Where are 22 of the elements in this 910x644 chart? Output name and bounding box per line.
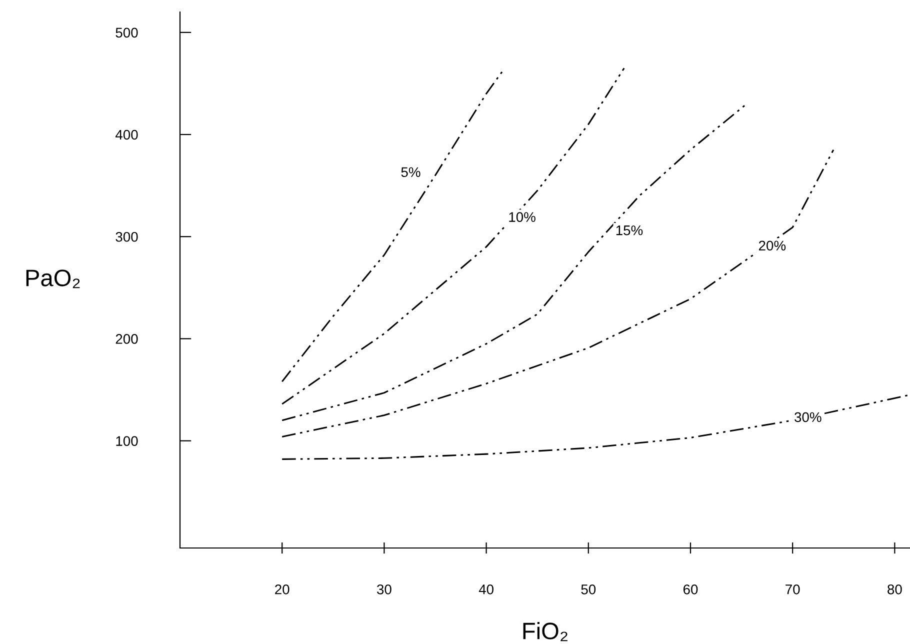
- annotation: 10%: [509, 212, 536, 222]
- x-tick-label: 20: [275, 584, 290, 594]
- x-tick-label: 30: [377, 584, 392, 594]
- x-tick-label: 80: [888, 584, 902, 594]
- y-tick-label: 100: [116, 436, 138, 446]
- x-tick-label: 40: [478, 584, 494, 594]
- x-tick-label: 50: [581, 584, 596, 594]
- y-axis-title: PaO₂: [26, 270, 80, 288]
- line-series: [281, 103, 748, 422]
- annotation: 5%: [401, 167, 420, 178]
- line-series: [281, 149, 834, 438]
- annotation: 20%: [758, 240, 786, 251]
- y-tick-label: 500: [116, 28, 138, 38]
- y-tick-label: 400: [115, 130, 138, 140]
- y-tick-label: 200: [116, 334, 138, 344]
- x-axis-title: FiO₂: [523, 622, 568, 642]
- annotation: 30%: [794, 412, 822, 422]
- line-series: [281, 394, 910, 460]
- annotation: 15%: [616, 225, 643, 236]
- x-tick-label: 60: [683, 584, 698, 594]
- y-tick-label: 300: [116, 232, 138, 242]
- x-tick-label: 70: [786, 584, 800, 594]
